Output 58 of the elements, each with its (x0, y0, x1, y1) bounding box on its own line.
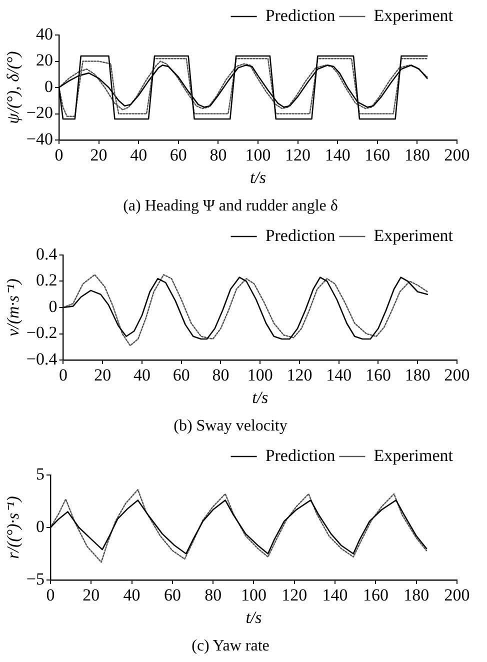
y-tick-label: 0 (44, 76, 53, 96)
x-tick-label: 20 (94, 366, 112, 385)
x-tick-label: 20 (82, 586, 100, 605)
x-tick-label: 100 (240, 586, 266, 605)
legend-label: Prediction (265, 6, 336, 25)
x-tick-label: 100 (245, 146, 271, 165)
text: (a) Heading Ψ and rudder angle δ (123, 198, 338, 215)
x-tick-label: 120 (285, 146, 311, 165)
x-axis-title: t/s (250, 168, 266, 188)
y-tick-label: −0.2 (26, 323, 58, 342)
legend-label: Prediction (265, 446, 336, 465)
x-tick-label: 20 (90, 146, 108, 165)
legend-label: Experiment (374, 226, 454, 245)
y-tick-label: 0.2 (36, 270, 58, 290)
x-tick-label: 40 (130, 146, 148, 165)
y-axis-title: v/(m·s⁻¹) (4, 278, 23, 336)
y-tick-label: 20 (36, 50, 53, 70)
y-axis-title: ψ/(°), δ/(°) (4, 50, 23, 124)
x-tick-label: 40 (123, 586, 140, 605)
x-tick-label: 160 (362, 586, 388, 605)
y-tick-label: 0 (36, 516, 44, 536)
y-tick-label: −40 (26, 129, 53, 148)
x-tick-label: 180 (404, 366, 430, 385)
x-axis-title: t/s (252, 388, 269, 408)
legend-label: Experiment (374, 446, 454, 465)
y-tick-label: 5 (36, 464, 44, 484)
x-tick-label: 140 (324, 146, 350, 165)
y-tick-label: 40 (36, 24, 53, 44)
x-tick-label: 80 (204, 586, 222, 605)
legend-label: Prediction (265, 226, 336, 245)
x-tick-label: 160 (364, 146, 390, 165)
y-axis-title: r/((°)·s⁻¹) (4, 496, 23, 559)
x-tick-label: 60 (164, 586, 181, 605)
x-tick-label: 200 (444, 146, 470, 165)
x-tick-label: 40 (133, 366, 150, 385)
x-tick-label: 140 (326, 366, 352, 385)
x-tick-label: 60 (172, 366, 190, 385)
x-tick-label: 80 (210, 146, 227, 165)
text: (c) Yaw rate (192, 638, 270, 655)
y-tick-label: −20 (26, 103, 53, 122)
y-tick-label: −5 (26, 569, 44, 588)
x-tick-label: 160 (365, 366, 391, 385)
x-tick-label: 200 (444, 366, 470, 385)
y-tick-label: −0.4 (26, 349, 58, 368)
text: (b) Sway velocity (174, 418, 288, 435)
y-tick-label: 0.4 (36, 244, 58, 264)
x-axis-title: t/s (246, 608, 262, 628)
legend-label: Experiment (374, 6, 454, 25)
x-tick-label: 200 (444, 586, 470, 605)
x-tick-label: 60 (170, 146, 187, 165)
x-tick-label: 120 (286, 366, 312, 385)
x-tick-label: 180 (404, 146, 430, 165)
x-tick-label: 180 (404, 586, 430, 605)
x-tick-label: 120 (282, 586, 308, 605)
y-tick-label: 0 (48, 296, 58, 316)
x-tick-label: 140 (322, 586, 348, 605)
x-tick-label: 80 (212, 366, 230, 385)
x-tick-label: 100 (247, 366, 273, 385)
